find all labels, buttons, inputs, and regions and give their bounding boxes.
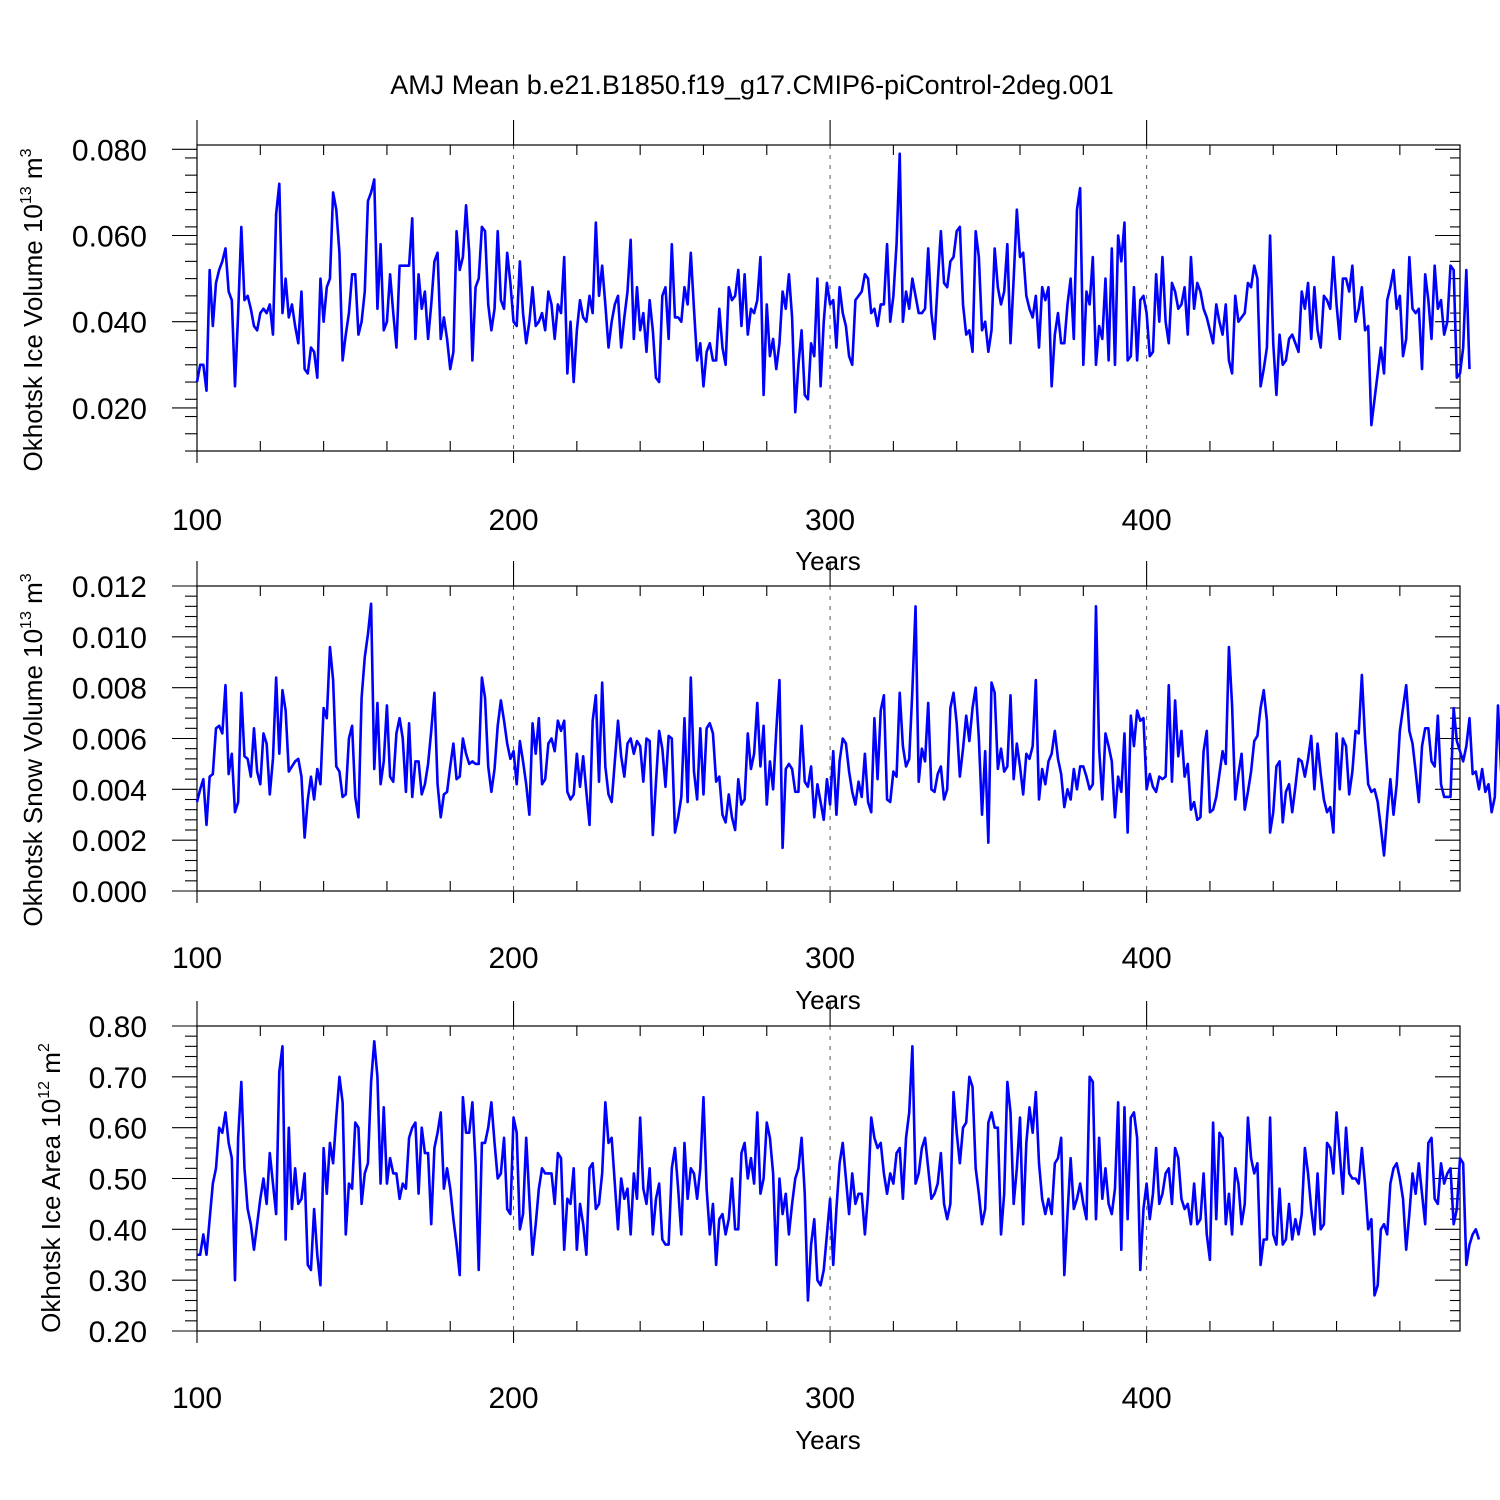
ylabel-ice-area: Okhotsk Ice Area 1012 m2 [36,1043,66,1333]
ice-area-y-tick-label: 0.20 [89,1316,147,1349]
ice-area-y-tick-label: 0.30 [89,1265,147,1298]
ice-area-x-tick-label: 100 [172,1382,222,1415]
ice-volume-y-tick-label: 0.020 [72,393,147,426]
ylabel-ice-area-space [36,1074,66,1081]
snow-volume-y-tick-label: 0.008 [72,673,147,706]
ice-area-y-tick-label: 0.50 [89,1164,147,1197]
ice-volume-x-tick-label: 400 [1122,504,1172,537]
ylabel-snow-volume-space [18,604,48,611]
snow-volume-y-tick-label: 0.006 [72,724,147,757]
xlabel-snow-volume: Years [795,985,861,1015]
ylabel-snow-volume-text: Okhotsk Snow Volume 10 [18,629,48,927]
panel-ice-area: Okhotsk Ice Area 1012 m2 Years 100 200 300… [36,1001,1481,1455]
ylabel-snow-volume-unit: m [18,582,48,604]
ice-area-series-line [197,1039,1481,1302]
ice-area-x-tick-label: 300 [805,1382,855,1415]
ylabel-ice-volume-unit: m [18,157,48,179]
ylabel-snow-volume: Okhotsk Snow Volume 1013 m3 [18,573,48,926]
ylabel-ice-area-unit: m [36,1052,66,1074]
xlabel-ice-area: Years [795,1425,861,1455]
ylabel-ice-volume-exp: 13 [18,186,35,204]
ylabel-ice-volume-text: Okhotsk Ice Volume 10 [18,204,48,471]
ylabel-snow-volume-unit-exp: 3 [18,573,35,582]
snow-volume-plot-frame [196,585,1461,892]
snow-volume-x-tick-label: 100 [172,942,222,975]
ylabel-ice-volume-unit-exp: 3 [18,148,35,157]
ice-area-x-tick-label: 400 [1122,1382,1172,1415]
ylabel-ice-volume: Okhotsk Ice Volume 1013 m3 [18,148,48,471]
ice-area-x-tick-label: 200 [489,1382,539,1415]
ice-volume-y-tick-label: 0.040 [72,307,147,340]
snow-volume-y-tick-label: 0.000 [72,876,147,909]
ice-volume-y-tick-label: 0.060 [72,221,147,254]
ice-area-y-tick-label: 0.80 [89,1011,147,1044]
ylabel-ice-area-unit-exp: 2 [36,1043,53,1052]
snow-volume-y-tick-label: 0.004 [72,774,147,807]
ice-volume-x-tick-label: 300 [805,504,855,537]
xlabel-ice-volume: Years [795,546,861,576]
snow-volume-x-tick-label: 400 [1122,942,1172,975]
ice-volume-x-tick-label: 100 [172,504,222,537]
ice-area-y-tick-label: 0.70 [89,1062,147,1095]
ice-volume-plot-frame [196,144,1461,452]
figure-title: AMJ Mean b.e21.B1850.f19_g17.CMIP6-piCon… [390,70,1113,100]
snow-volume-y-tick-label: 0.002 [72,825,147,858]
ylabel-ice-volume-space [18,179,48,186]
ylabel-ice-area-exp: 12 [36,1081,53,1099]
ylabel-ice-area-text: Okhotsk Ice Area 10 [36,1099,66,1333]
ice-area-y-tick-label: 0.40 [89,1214,147,1247]
snow-volume-y-tick-label: 0.012 [72,571,147,604]
ice-volume-y-tick-label: 0.080 [72,134,147,167]
snow-volume-series-line [195,602,1500,857]
snow-volume-x-tick-label: 200 [489,942,539,975]
snow-volume-x-tick-label: 300 [805,942,855,975]
ice-volume-series-line [195,152,1471,427]
snow-volume-y-tick-label: 0.010 [72,622,147,655]
ice-area-y-tick-label: 0.60 [89,1113,147,1146]
ylabel-snow-volume-exp: 13 [18,611,35,629]
panel-snow-volume: Okhotsk Snow Volume 1013 m3 Years 100 200… [18,561,1500,1015]
panel-ice-volume: Okhotsk Ice Volume 1013 m3 Years 100 200 3… [18,120,1471,576]
ice-volume-x-tick-label: 200 [489,504,539,537]
